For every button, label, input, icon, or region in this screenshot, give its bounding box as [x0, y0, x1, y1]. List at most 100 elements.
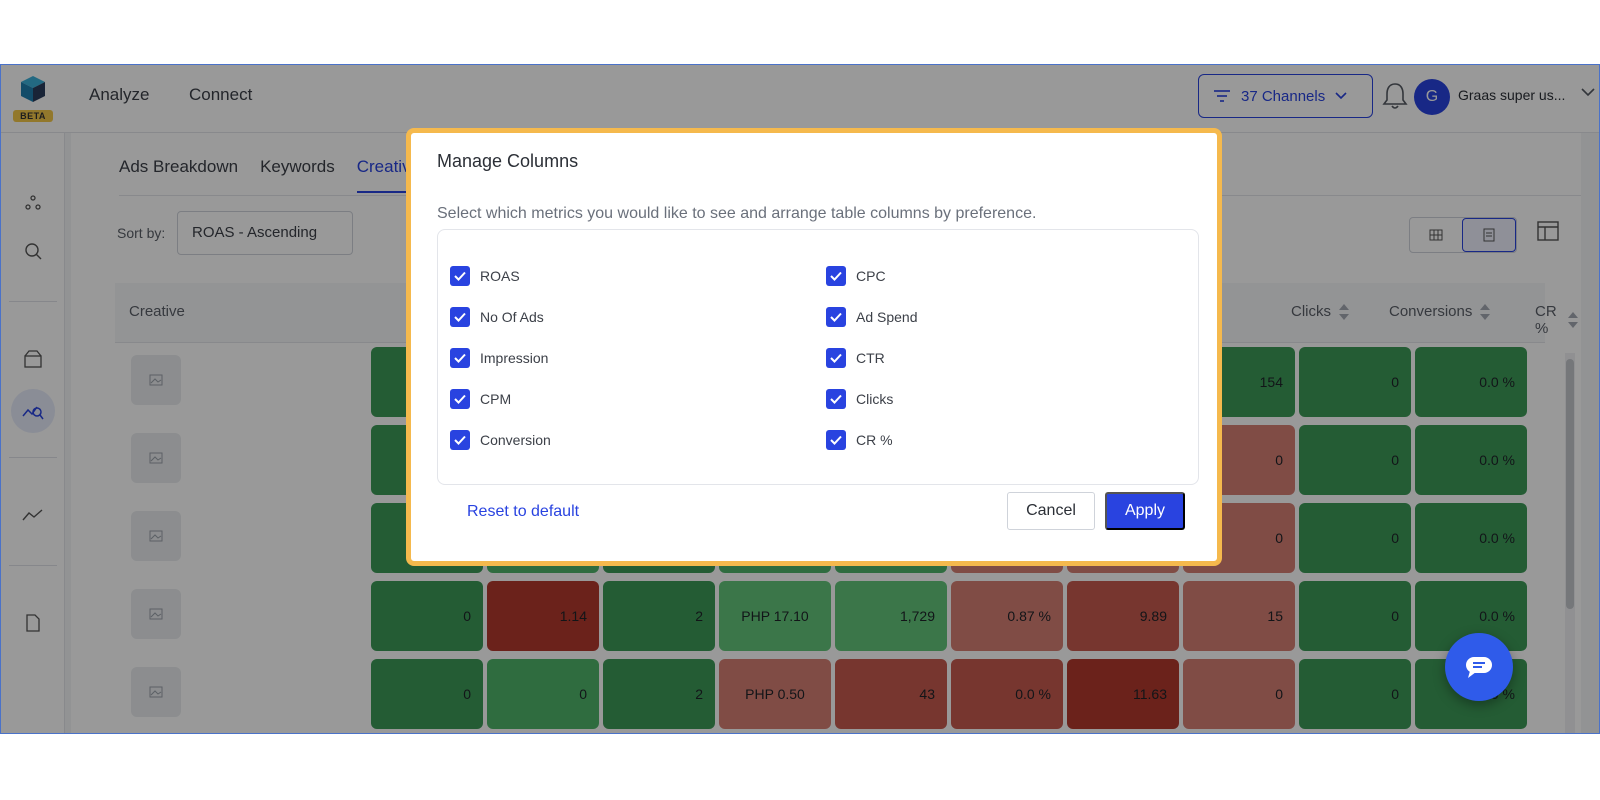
app-logo[interactable]: BETA	[13, 75, 53, 122]
check-icon	[830, 271, 842, 281]
metric-option[interactable]: Ad Spend	[826, 307, 918, 327]
chevron-down-icon	[1335, 92, 1347, 100]
creative-thumbnail[interactable]	[131, 355, 181, 405]
user-menu-chevron-icon[interactable]	[1581, 87, 1595, 97]
nodes-icon[interactable]	[21, 191, 45, 215]
nav-analyze[interactable]: Analyze	[89, 85, 150, 104]
user-name[interactable]: Graas super us...	[1458, 87, 1566, 103]
sort-select[interactable]: ROAS - Ascending	[177, 211, 353, 255]
metric-cell: 1,729	[835, 581, 947, 651]
metric-cell: 0	[1299, 581, 1411, 651]
rail-divider	[9, 565, 57, 566]
metric-cell: 0.0 %	[1415, 503, 1527, 573]
metric-cell: 0	[1299, 503, 1411, 573]
channels-filter-button[interactable]: 37 Channels	[1198, 74, 1373, 118]
checkbox-checked[interactable]	[450, 389, 470, 409]
apply-button[interactable]: Apply	[1105, 492, 1185, 530]
beta-badge: BETA	[13, 110, 53, 122]
nav-connect[interactable]: Connect	[189, 85, 253, 104]
checkbox-checked[interactable]	[826, 348, 846, 368]
top-bar: BETA Analyze Connect 37 Channels G Graas…	[1, 65, 1599, 133]
rail-divider	[9, 457, 57, 458]
metric-cell: 9.89	[1067, 581, 1179, 651]
creative-thumbnail[interactable]	[131, 667, 181, 717]
left-sidebar	[1, 133, 65, 733]
table-row[interactable]: 0 1.14 2 PHP 17.10 1,729 0.87 % 9.89 15 0 0.0 %	[115, 577, 1545, 653]
metric-option[interactable]: CTR	[826, 348, 885, 368]
bell-icon[interactable]	[1381, 81, 1409, 111]
sort-arrows-icon[interactable]	[1480, 303, 1491, 320]
sort-arrows-icon[interactable]	[1339, 303, 1349, 320]
metric-cell: 2	[603, 659, 715, 729]
chat-support-button[interactable]	[1445, 633, 1513, 701]
metric-option[interactable]: ROAS	[450, 266, 520, 286]
tab-ads-breakdown[interactable]: Ads Breakdown	[119, 157, 239, 176]
reset-to-default-link[interactable]: Reset to default	[467, 503, 580, 520]
table-scrollbar[interactable]	[1565, 353, 1575, 733]
cancel-button[interactable]: Cancel	[1007, 492, 1095, 530]
metric-option[interactable]: Impression	[450, 348, 548, 368]
metric-cell: 0	[487, 659, 599, 729]
checkbox-checked[interactable]	[826, 389, 846, 409]
metric-cell: 0	[371, 659, 483, 729]
metric-option[interactable]: Clicks	[826, 389, 893, 409]
metric-cell: 0	[1299, 347, 1411, 417]
channels-label: 37 Channels	[1241, 87, 1326, 105]
checkbox-checked[interactable]	[826, 307, 846, 327]
metric-cell: 15	[1183, 581, 1295, 651]
checkbox-checked[interactable]	[826, 430, 846, 450]
metric-cell: 0.87 %	[951, 581, 1063, 651]
metric-cell: 11.63	[1067, 659, 1179, 729]
metric-cell: 43	[835, 659, 947, 729]
metric-option-label: ROAS	[480, 268, 520, 284]
metric-cell: 0.0 %	[951, 659, 1063, 729]
list-view-button[interactable]	[1462, 218, 1516, 252]
metric-option-label: CTR	[856, 350, 885, 366]
scrollbar-thumb[interactable]	[1566, 359, 1574, 609]
user-avatar[interactable]: G	[1414, 79, 1450, 115]
creative-thumbnail[interactable]	[131, 589, 181, 639]
column-header-conversions[interactable]: Conversions	[1389, 303, 1491, 320]
image-placeholder-icon	[149, 452, 163, 464]
checkbox-checked[interactable]	[450, 266, 470, 286]
checkbox-checked[interactable]	[450, 348, 470, 368]
metric-cell: 0	[1299, 425, 1411, 495]
metric-option-label: Ad Spend	[856, 309, 918, 325]
metric-option[interactable]: Conversion	[450, 430, 551, 450]
image-placeholder-icon	[149, 608, 163, 620]
view-toggle	[1409, 217, 1517, 253]
creative-thumbnail[interactable]	[131, 511, 181, 561]
search-insights-icon[interactable]	[21, 239, 45, 263]
sort-arrows-icon[interactable]	[1568, 312, 1579, 328]
sort-by-label: Sort by:	[117, 225, 166, 241]
column-header-cr[interactable]: CR %	[1535, 303, 1579, 337]
checkbox-checked[interactable]	[450, 430, 470, 450]
chat-icon	[1466, 657, 1492, 678]
metric-option[interactable]: CR %	[826, 430, 893, 450]
manage-columns-icon[interactable]	[1537, 221, 1559, 241]
analytics-search-icon[interactable]	[21, 399, 45, 423]
column-header-creative[interactable]: Creative	[129, 303, 185, 320]
check-icon	[830, 394, 842, 404]
check-icon	[454, 271, 466, 281]
document-icon[interactable]	[21, 611, 45, 635]
logo-cube-icon	[21, 76, 45, 102]
creative-thumbnail[interactable]	[131, 433, 181, 483]
trend-icon[interactable]	[21, 503, 45, 527]
store-icon[interactable]	[21, 347, 45, 371]
metric-option-label: No Of Ads	[480, 309, 544, 325]
metric-cell: PHP 17.10	[719, 581, 831, 651]
checkbox-checked[interactable]	[450, 307, 470, 327]
column-header-clicks[interactable]: Clicks	[1291, 303, 1349, 320]
grid-view-button[interactable]	[1410, 218, 1462, 252]
metric-option[interactable]: CPC	[826, 266, 886, 286]
check-icon	[830, 312, 842, 322]
checkbox-checked[interactable]	[826, 266, 846, 286]
check-icon	[830, 435, 842, 445]
metric-cell: 2	[603, 581, 715, 651]
metric-option[interactable]: No Of Ads	[450, 307, 544, 327]
metric-cell: 0.0 %	[1415, 347, 1527, 417]
tab-keywords[interactable]: Keywords	[260, 157, 335, 176]
metric-option-label: CPM	[480, 391, 512, 407]
metric-option[interactable]: CPM	[450, 389, 511, 409]
